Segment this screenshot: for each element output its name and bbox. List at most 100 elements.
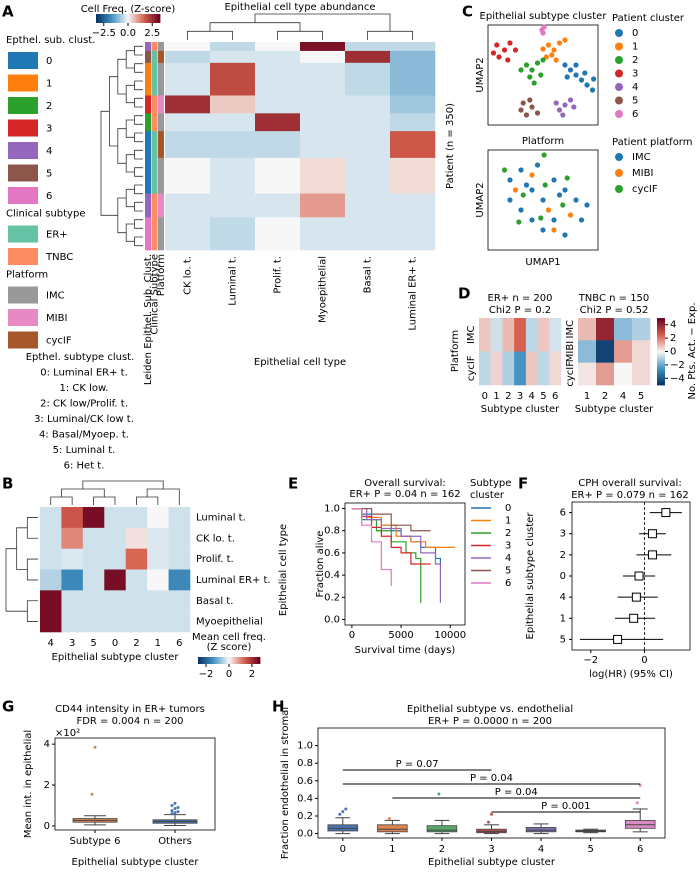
heatmap-cell bbox=[165, 157, 211, 194]
heatmap-cell bbox=[502, 351, 515, 386]
column-label: 2 bbox=[133, 638, 139, 649]
colorbar-tick-label: 0 bbox=[670, 347, 676, 358]
colorbar-segment bbox=[108, 14, 111, 23]
chart-subtitle: ER+ P = 0.0000 n = 200 bbox=[428, 716, 552, 727]
heatmap-cell bbox=[537, 351, 550, 386]
colorbar-segment bbox=[128, 14, 130, 23]
colorbar-segment bbox=[100, 14, 103, 23]
heatmap-cell bbox=[82, 611, 105, 633]
subtype-strip bbox=[151, 157, 158, 194]
legend-label: 1 bbox=[505, 516, 511, 527]
legend-marker bbox=[615, 42, 623, 51]
colorbar-segment bbox=[224, 657, 227, 664]
legend-label: 2 bbox=[632, 55, 638, 66]
subtype-strip bbox=[151, 42, 158, 52]
x-tick-label: Others bbox=[158, 836, 192, 847]
column-label: 1 bbox=[493, 391, 499, 402]
heatmap-cell bbox=[61, 548, 84, 570]
column-label: 4 bbox=[529, 391, 535, 402]
legend-label: 5: Luminal t. bbox=[53, 445, 116, 456]
heatmap-cell bbox=[165, 113, 211, 132]
colorbar-segment bbox=[121, 14, 124, 23]
colorbar-segment bbox=[156, 14, 159, 23]
column-label: 0 bbox=[482, 391, 488, 402]
column-label: 5 bbox=[540, 391, 546, 402]
point bbox=[518, 107, 524, 113]
y-tick-label: 1.0 bbox=[297, 741, 313, 752]
y-tick-label: 5 bbox=[560, 634, 566, 645]
x-tick-label: 2 bbox=[439, 844, 445, 855]
legend-swatch bbox=[8, 142, 38, 159]
heatmap-cell bbox=[168, 611, 191, 633]
row-label: MIBI bbox=[565, 341, 576, 362]
point bbox=[518, 67, 524, 73]
colorbar-segment bbox=[110, 14, 113, 23]
point bbox=[540, 46, 546, 52]
heatmap-cell bbox=[479, 351, 492, 386]
point bbox=[578, 217, 585, 223]
heatmap-cell bbox=[549, 351, 562, 386]
y-axis-label: UMAP2 bbox=[475, 57, 486, 92]
point bbox=[573, 72, 579, 78]
heatmap-cell bbox=[125, 527, 148, 549]
y-axis-label: Patient (n = 350) bbox=[445, 103, 456, 189]
point bbox=[553, 100, 559, 106]
y-tick-label: 0.4 bbox=[297, 793, 313, 804]
colorbar-segment bbox=[152, 14, 154, 23]
annotation-label: Platform bbox=[156, 254, 167, 296]
cluster-strip bbox=[145, 217, 151, 251]
column-label: Basal t. bbox=[363, 256, 374, 293]
estimate bbox=[647, 529, 657, 539]
heatmap-cell bbox=[255, 131, 301, 159]
heatmap-cell bbox=[390, 157, 436, 194]
point bbox=[567, 97, 574, 103]
y-tick-label: 1 bbox=[560, 613, 566, 624]
point bbox=[589, 87, 596, 93]
legend-label: 3 bbox=[46, 124, 52, 135]
colorbar-segment bbox=[150, 14, 153, 23]
point bbox=[545, 207, 552, 213]
subtype-strip bbox=[151, 62, 158, 96]
heatmap-cell bbox=[82, 507, 105, 529]
legend-label: 6 bbox=[505, 578, 511, 589]
colorbar-segment bbox=[657, 341, 665, 344]
heatmap-cell bbox=[210, 113, 256, 132]
point bbox=[562, 62, 568, 68]
colorbar-segment bbox=[120, 14, 122, 23]
legend-label: 1 bbox=[46, 79, 52, 90]
colorbar-segment bbox=[657, 329, 665, 332]
colorbar-segment bbox=[221, 657, 224, 664]
flier bbox=[173, 807, 177, 811]
legend-label: 5 bbox=[505, 566, 511, 577]
heatmap-cell bbox=[147, 569, 169, 591]
axes-frame bbox=[54, 737, 216, 831]
y-tick-label: 4 bbox=[560, 592, 566, 603]
colorbar-tick-label: 2 bbox=[670, 333, 676, 344]
point bbox=[529, 172, 535, 178]
cluster-strip bbox=[145, 113, 151, 132]
survival-curve bbox=[351, 507, 392, 587]
point bbox=[520, 100, 526, 106]
colorbar-segment bbox=[242, 657, 245, 664]
legend-label: 3: Luminal/CK low t. bbox=[34, 414, 134, 425]
colorbar-segment bbox=[105, 14, 108, 23]
legend-label: 6 bbox=[632, 109, 638, 120]
heatmap-cell bbox=[514, 318, 527, 352]
flier bbox=[635, 801, 639, 805]
legend-label: 1: CK low. bbox=[60, 383, 109, 394]
heatmap-cell bbox=[502, 318, 515, 352]
chart-subtitle: ER+ P = 0.079 n = 162 bbox=[571, 490, 689, 501]
cluster-strip bbox=[145, 95, 151, 114]
y-tick-label: 0.0 bbox=[324, 614, 340, 625]
platform-strip bbox=[158, 95, 164, 114]
cluster-strip bbox=[145, 62, 151, 96]
row-label: Luminal ER+ t. bbox=[196, 575, 271, 586]
colorbar-segment bbox=[137, 14, 140, 23]
colorbar-segment bbox=[102, 14, 105, 23]
annotation: P = 0.04 bbox=[495, 787, 538, 798]
colorbar-segment bbox=[657, 371, 665, 374]
colorbar-segment bbox=[155, 14, 158, 23]
x-axis-label: Epithelial cell type bbox=[254, 357, 346, 368]
flier bbox=[170, 809, 174, 813]
